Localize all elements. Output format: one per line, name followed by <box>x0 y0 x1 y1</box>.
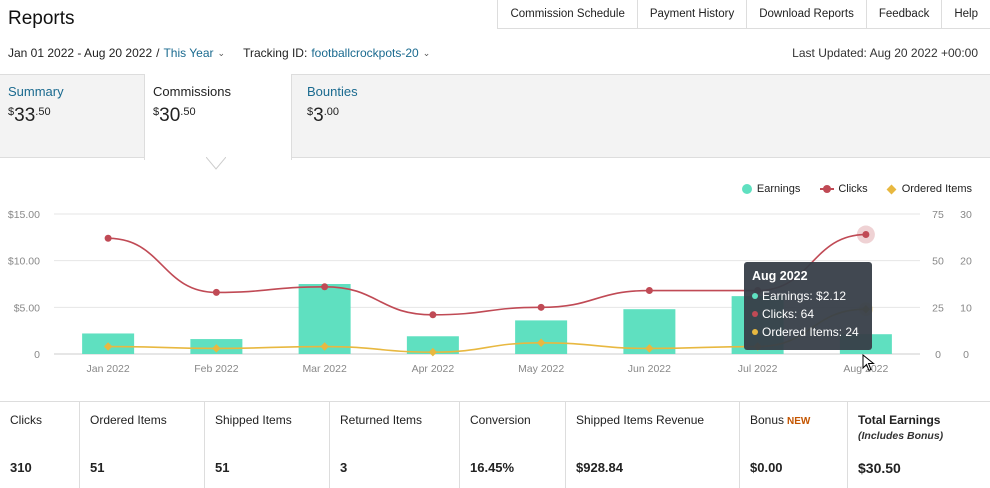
feedback-link[interactable]: Feedback <box>867 0 943 28</box>
tooltip-ordered-row: Ordered Items: 24 <box>752 323 864 341</box>
y-tick-label-left: 0 <box>34 349 40 361</box>
x-tick-label: Aug 2022 <box>843 363 888 375</box>
chevron-down-icon[interactable]: ⌄ <box>422 47 431 58</box>
legend-ordered-items[interactable]: Ordered Items <box>886 183 972 195</box>
y-tick-label-right-outer: 75 <box>932 209 944 221</box>
new-badge: NEW <box>787 416 811 427</box>
tooltip-clicks-row: Clicks: 64 <box>752 305 864 323</box>
clicks-point <box>862 231 870 239</box>
earnings-bar <box>515 320 568 354</box>
x-tick-label: Mar 2022 <box>302 363 347 375</box>
tab-commissions-label: Commissions <box>153 84 232 99</box>
tab-bounties-label: Bounties <box>307 84 358 99</box>
ordered-items-legend-marker <box>886 184 897 194</box>
x-tick-label: Feb 2022 <box>194 363 239 375</box>
stat-conversion: Conversion 16.45% <box>460 402 566 488</box>
stat-bonus-value: $0.00 <box>750 460 783 475</box>
y-tick-label-right-inner: 20 <box>960 256 972 268</box>
commissions-amount: $30.50 <box>153 105 196 126</box>
stat-ordered-items: Ordered Items 51 <box>80 402 205 488</box>
y-tick-label-left: $10.00 <box>8 256 40 268</box>
stat-total-earnings-value: $30.50 <box>858 460 901 476</box>
clicks-point <box>321 283 329 291</box>
last-updated: Last Updated: Aug 20 2022 +00:00 <box>792 46 978 60</box>
y-tick-label-left: $15.00 <box>8 209 40 221</box>
clicks-legend-marker <box>820 184 835 194</box>
earnings-chart: 0 0 0 $5.00 25 10 $10.00 50 20 $15.00 75 30 Jan 2022… <box>8 209 972 375</box>
date-range: Jan 01 2022 - Aug 20 2022 <box>8 46 153 60</box>
tracking-id-dropdown[interactable]: footballcrockpots-20 <box>311 46 419 60</box>
stat-shipped-items: Shipped Items 51 <box>205 402 330 488</box>
y-tick-label-right-outer: 25 <box>932 302 944 314</box>
clicks-dot-icon <box>752 311 758 317</box>
tab-commissions[interactable]: Commissions $30.50 <box>144 74 292 160</box>
clicks-point <box>645 287 653 295</box>
date-separator: / <box>156 46 160 60</box>
stat-shipped-items-value: 51 <box>215 460 230 475</box>
total-earnings-note: (Includes Bonus) <box>858 430 944 442</box>
legend-earnings[interactable]: Earnings <box>741 183 800 195</box>
clicks-point <box>429 311 437 319</box>
filter-bar: Jan 01 2022 - Aug 20 2022 / This Year ⌄ … <box>8 46 448 60</box>
y-tick-label-right-outer: 50 <box>932 256 944 268</box>
stats-bar: Clicks 310 Ordered Items 51 Shipped Item… <box>0 401 990 488</box>
x-tick-label: Jan 2022 <box>87 363 130 375</box>
summary-amount: $33.50 <box>8 105 51 126</box>
y-tick-label-right-inner: 0 <box>963 349 969 361</box>
mouse-cursor-icon <box>862 354 875 372</box>
stat-bonus: Bonus NEW $0.00 <box>740 402 848 488</box>
stat-shipped-revenue-value: $928.84 <box>576 460 623 475</box>
ordered-items-point <box>212 344 221 353</box>
ordered-items-point <box>645 344 654 353</box>
x-tick-label: Jun 2022 <box>628 363 671 375</box>
page-title: Reports <box>8 8 75 29</box>
earnings-legend-marker <box>741 184 752 194</box>
ordered-items-point <box>103 342 113 351</box>
stat-clicks: Clicks 310 <box>0 402 80 488</box>
download-reports-link[interactable]: Download Reports <box>747 0 867 28</box>
y-tick-label-right-inner: 10 <box>960 302 972 314</box>
ordered-items-point <box>428 347 438 357</box>
tooltip-earnings-row: Earnings: $2.12 <box>752 287 864 305</box>
earnings-bar <box>406 336 459 354</box>
help-link[interactable]: Help <box>954 8 978 20</box>
stat-returned-items: Returned Items 3 <box>330 402 460 488</box>
chart-tooltip: Aug 2022 Earnings: $2.12 Clicks: 64 Orde… <box>744 262 872 350</box>
tracking-label: Tracking ID: <box>243 46 308 60</box>
x-tick-label: Apr 2022 <box>412 363 455 375</box>
earnings-dot-icon <box>752 293 758 299</box>
y-tick-label-right-outer: 0 <box>935 349 941 361</box>
x-tick-label: May 2022 <box>518 363 564 375</box>
payment-history-link[interactable]: Payment History <box>638 0 748 28</box>
tab-pointer-caret <box>206 157 226 170</box>
clicks-point <box>212 288 220 296</box>
stat-ordered-items-value: 51 <box>90 460 105 475</box>
legend-clicks[interactable]: Clicks <box>820 183 868 195</box>
tab-summary[interactable]: Summary $33.50 <box>0 74 144 160</box>
y-tick-label-left: $5.00 <box>14 302 40 314</box>
stat-conversion-value: 16.45% <box>470 460 515 475</box>
tab-bounties[interactable]: Bounties $3.00 <box>299 74 439 160</box>
x-tick-label: Jul 2022 <box>738 363 778 375</box>
tab-summary-label: Summary <box>8 84 64 99</box>
top-nav: Commission Schedule Payment History Down… <box>497 0 990 29</box>
clicks-point <box>537 303 545 311</box>
stat-total-earnings: Total Earnings (Includes Bonus) $30.50 <box>848 402 990 488</box>
y-tick-label-right-inner: 30 <box>960 209 972 221</box>
period-dropdown[interactable]: This Year <box>163 46 214 60</box>
commission-schedule-link[interactable]: Commission Schedule <box>498 0 638 28</box>
stat-returned-items-value: 3 <box>340 460 348 475</box>
ordered-items-point <box>320 342 329 351</box>
bounties-amount: $3.00 <box>307 105 339 126</box>
clicks-point <box>104 234 112 242</box>
stat-shipped-revenue: Shipped Items Revenue $928.84 <box>566 402 740 488</box>
chart-legend: Earnings Clicks Ordered Items <box>722 183 972 195</box>
chevron-down-icon[interactable]: ⌄ <box>217 47 226 58</box>
tooltip-title: Aug 2022 <box>752 269 808 283</box>
ordered-items-dot-icon <box>752 329 758 335</box>
stat-clicks-value: 310 <box>10 460 32 475</box>
